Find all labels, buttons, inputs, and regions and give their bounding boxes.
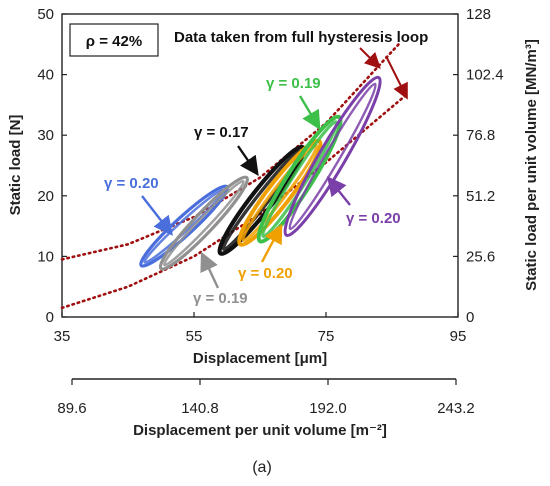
y2-tick-label: 25.6 bbox=[466, 248, 495, 265]
arrow-green bbox=[298, 95, 321, 131]
arrow-black bbox=[237, 145, 259, 176]
y-tick-label: 40 bbox=[37, 67, 54, 84]
x2-axis-label: Displacement per unit volume [m⁻²] bbox=[133, 422, 387, 439]
y2-tick-label: 51.2 bbox=[466, 188, 495, 205]
x2-tick-label: 243.2 bbox=[437, 400, 475, 417]
axis-ticks: 35 55 75 95 89.6 140.8 192.0 243.2 0 10 20 30 40 50 0 2… bbox=[37, 6, 503, 417]
x-tick-label: 95 bbox=[450, 328, 467, 345]
arrow-blue bbox=[141, 195, 173, 236]
loop-inner-5 bbox=[261, 120, 339, 238]
loop-inner-6 bbox=[288, 82, 377, 231]
note-arrow-2 bbox=[385, 55, 408, 100]
y-tick-label: 20 bbox=[37, 188, 54, 205]
y2-tick-label: 0 bbox=[466, 309, 474, 326]
note-text: Data taken from full hysteresis loop bbox=[174, 29, 428, 46]
y2-tick-label: 102.4 bbox=[466, 67, 504, 84]
loop-6 bbox=[283, 75, 382, 237]
x2-tick-label: 89.6 bbox=[57, 400, 86, 417]
info-box bbox=[69, 23, 159, 57]
panel-label: (a) bbox=[252, 459, 272, 476]
label-black: γ = 0.17 bbox=[194, 124, 249, 141]
x2-tick-label: 192.0 bbox=[309, 400, 347, 417]
y2-tick-label: 128 bbox=[466, 6, 491, 23]
hysteresis-loops bbox=[139, 75, 382, 271]
x-tick-label: 55 bbox=[186, 328, 203, 345]
loop-outline-6 bbox=[283, 75, 382, 237]
y2-axis-label: Static load per unit volume [MN/m³] bbox=[523, 39, 540, 291]
x-axis-label: Displacement [μm] bbox=[193, 350, 327, 367]
loop-outline-5 bbox=[256, 114, 343, 244]
label-purple: γ = 0.20 bbox=[346, 210, 401, 227]
y-tick-label: 50 bbox=[37, 6, 54, 23]
loop-5 bbox=[256, 114, 343, 244]
trend-curve-1 bbox=[60, 43, 400, 261]
label-gray: γ = 0.19 bbox=[193, 290, 248, 307]
x2-tick-label: 140.8 bbox=[181, 400, 219, 417]
note-arrow-1 bbox=[359, 47, 381, 69]
y-tick-label: 10 bbox=[37, 248, 54, 265]
arrow-purple bbox=[327, 176, 351, 206]
y-axis-label: Static load [N] bbox=[7, 115, 24, 216]
label-orange: γ = 0.20 bbox=[238, 265, 293, 282]
label-blue: γ = 0.20 bbox=[104, 175, 159, 192]
x-tick-label: 35 bbox=[54, 328, 71, 345]
y2-tick-label: 76.8 bbox=[466, 127, 495, 144]
label-green: γ = 0.19 bbox=[266, 75, 321, 92]
y-tick-label: 0 bbox=[46, 309, 54, 326]
loop-2 bbox=[158, 175, 249, 271]
loop-inner-2 bbox=[162, 179, 245, 267]
arrow-orange bbox=[260, 223, 283, 263]
info-box-text: ρ = 42% bbox=[86, 33, 142, 50]
x-tick-label: 75 bbox=[318, 328, 335, 345]
y-tick-label: 30 bbox=[37, 127, 54, 144]
arrow-gray bbox=[200, 251, 220, 289]
plot-frame bbox=[61, 13, 459, 318]
loop-outline-2 bbox=[158, 175, 249, 271]
